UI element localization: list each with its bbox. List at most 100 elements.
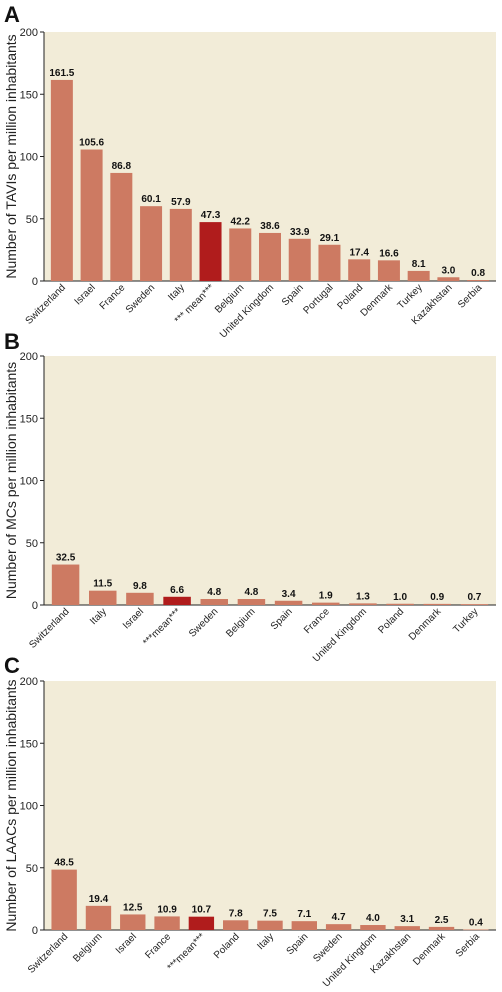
y-tick-label: 100	[20, 476, 38, 488]
bar	[50, 79, 73, 282]
value-label: 10.7	[192, 905, 212, 916]
bar	[110, 172, 133, 281]
bar	[291, 921, 318, 930]
value-label: 47.3	[201, 210, 221, 221]
bar	[274, 600, 303, 605]
value-label: 60.1	[141, 194, 161, 205]
value-label: 29.1	[320, 233, 340, 244]
y-tick-label: 0	[32, 925, 38, 937]
y-tick-label: 100	[20, 801, 38, 813]
bar	[120, 914, 146, 930]
value-label: 33.9	[290, 227, 310, 238]
y-axis-label: Number of TAVIs per million inhabitants	[3, 34, 19, 278]
panel-letter: B	[4, 329, 20, 354]
value-label: 6.6	[170, 585, 184, 596]
y-tick-label: 200	[20, 351, 38, 363]
y-tick-label: 100	[20, 152, 38, 164]
category-label: Switzerland	[24, 282, 68, 326]
value-label: 57.9	[171, 197, 191, 208]
category-label: Turkey	[396, 282, 425, 311]
value-label: 11.5	[93, 579, 112, 590]
category-label: Denmark	[407, 606, 444, 643]
bar	[237, 599, 266, 605]
bar	[325, 924, 352, 930]
bar	[222, 920, 249, 930]
value-label: 38.6	[260, 221, 280, 232]
bar	[126, 592, 154, 605]
value-label: 1.0	[393, 592, 407, 603]
bar	[169, 208, 192, 281]
value-label: 16.6	[379, 248, 399, 259]
value-label: 0.9	[430, 592, 444, 603]
y-tick-label: 200	[20, 676, 38, 688]
category-label: Spain	[285, 931, 311, 957]
value-label: 1.9	[319, 591, 333, 602]
panel-letter: C	[4, 653, 20, 678]
y-tick-label: 150	[20, 89, 38, 101]
value-label: 1.3	[356, 591, 370, 602]
y-tick-label: 150	[20, 413, 38, 425]
value-label: 42.2	[231, 216, 251, 227]
bar	[463, 929, 489, 931]
category-label: Serbia	[456, 282, 485, 311]
bar	[200, 599, 229, 605]
value-label: 12.5	[123, 902, 143, 913]
category-label: Sweden	[187, 606, 220, 639]
category-label: Spain	[280, 282, 306, 308]
bar	[288, 238, 311, 281]
bar	[80, 149, 103, 281]
bar	[349, 603, 377, 605]
bar	[311, 602, 340, 605]
bar	[348, 259, 371, 281]
value-label: 32.5	[56, 553, 76, 564]
y-axis-label: Number of MCs per million inhabitants	[3, 362, 19, 599]
bar	[154, 916, 180, 930]
mean-bar	[199, 222, 222, 281]
category-label: Belgium	[224, 606, 257, 639]
bar	[437, 277, 460, 281]
bar	[460, 604, 489, 605]
category-label: Israel	[73, 282, 98, 307]
y-tick-label: 50	[26, 538, 38, 550]
value-label: 17.4	[349, 247, 369, 258]
plot-background	[44, 356, 496, 605]
y-tick-label: 0	[32, 600, 38, 612]
category-label: Italy	[166, 282, 187, 303]
bar	[360, 925, 386, 930]
mean-bar	[163, 596, 191, 605]
panel-a: A Number of TAVIs per million inhabitants…	[3, 2, 496, 340]
panel-letter: A	[4, 2, 20, 27]
category-label: Portugal	[301, 282, 335, 316]
category-label: Belgium	[71, 931, 104, 964]
value-label: 19.4	[89, 894, 109, 905]
value-label: 3.1	[400, 914, 414, 925]
value-label: 0.7	[467, 592, 481, 603]
bar	[407, 270, 430, 281]
panel-b: B Number of MCs per million inhabitants 0 5…	[3, 329, 496, 664]
category-label: Israel	[114, 931, 139, 956]
value-label: 7.8	[229, 908, 243, 919]
bar	[85, 905, 112, 930]
bar	[318, 244, 341, 281]
bar	[51, 869, 77, 930]
y-tick-label: 0	[32, 276, 38, 288]
y-tick-label: 150	[20, 738, 38, 750]
category-label: Italy	[255, 931, 276, 952]
category-label: ***mean***	[166, 931, 208, 973]
bar	[229, 228, 252, 281]
value-label: 86.8	[112, 161, 132, 172]
category-label: Israel	[121, 606, 146, 631]
category-label: ***mean***	[141, 606, 183, 648]
value-label: 8.1	[412, 259, 426, 270]
category-label: Denmark	[359, 282, 396, 319]
value-label: 161.5	[49, 68, 74, 79]
value-label: 2.5	[435, 915, 449, 926]
bar	[88, 590, 117, 605]
value-label: 48.5	[54, 858, 74, 869]
y-tick-label: 200	[20, 27, 38, 39]
bar	[258, 232, 282, 281]
bar	[51, 564, 80, 605]
value-label: 9.8	[133, 581, 147, 592]
bar	[377, 260, 400, 281]
